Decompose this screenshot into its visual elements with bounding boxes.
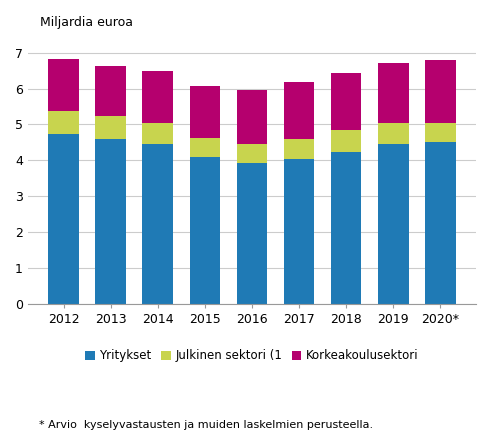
Bar bbox=[142, 71, 173, 123]
Bar bbox=[237, 144, 267, 163]
Bar bbox=[142, 145, 173, 304]
Bar bbox=[95, 116, 126, 139]
Bar bbox=[95, 66, 126, 116]
Bar bbox=[425, 122, 456, 142]
Bar bbox=[142, 123, 173, 145]
Bar bbox=[190, 158, 220, 304]
Bar bbox=[95, 139, 126, 304]
Bar bbox=[378, 144, 409, 304]
Bar bbox=[425, 60, 456, 122]
Bar bbox=[48, 111, 79, 135]
Bar bbox=[284, 159, 314, 304]
Bar bbox=[378, 122, 409, 144]
Legend: Yritykset, Julkinen sektori (1, Korkeakoulusektori: Yritykset, Julkinen sektori (1, Korkeako… bbox=[81, 345, 423, 367]
Bar bbox=[237, 163, 267, 304]
Bar bbox=[237, 89, 267, 144]
Text: * Arvio  kyselyvastausten ja muiden laskelmien perusteella.: * Arvio kyselyvastausten ja muiden laske… bbox=[39, 420, 373, 430]
Bar bbox=[331, 73, 361, 130]
Bar bbox=[331, 130, 361, 152]
Bar bbox=[48, 59, 79, 111]
Bar bbox=[378, 63, 409, 122]
Bar bbox=[284, 139, 314, 159]
Bar bbox=[425, 142, 456, 304]
Bar bbox=[48, 135, 79, 304]
Bar bbox=[331, 152, 361, 304]
Text: Miljardia euroa: Miljardia euroa bbox=[40, 16, 133, 30]
Bar bbox=[190, 138, 220, 158]
Bar bbox=[190, 86, 220, 138]
Bar bbox=[284, 82, 314, 139]
